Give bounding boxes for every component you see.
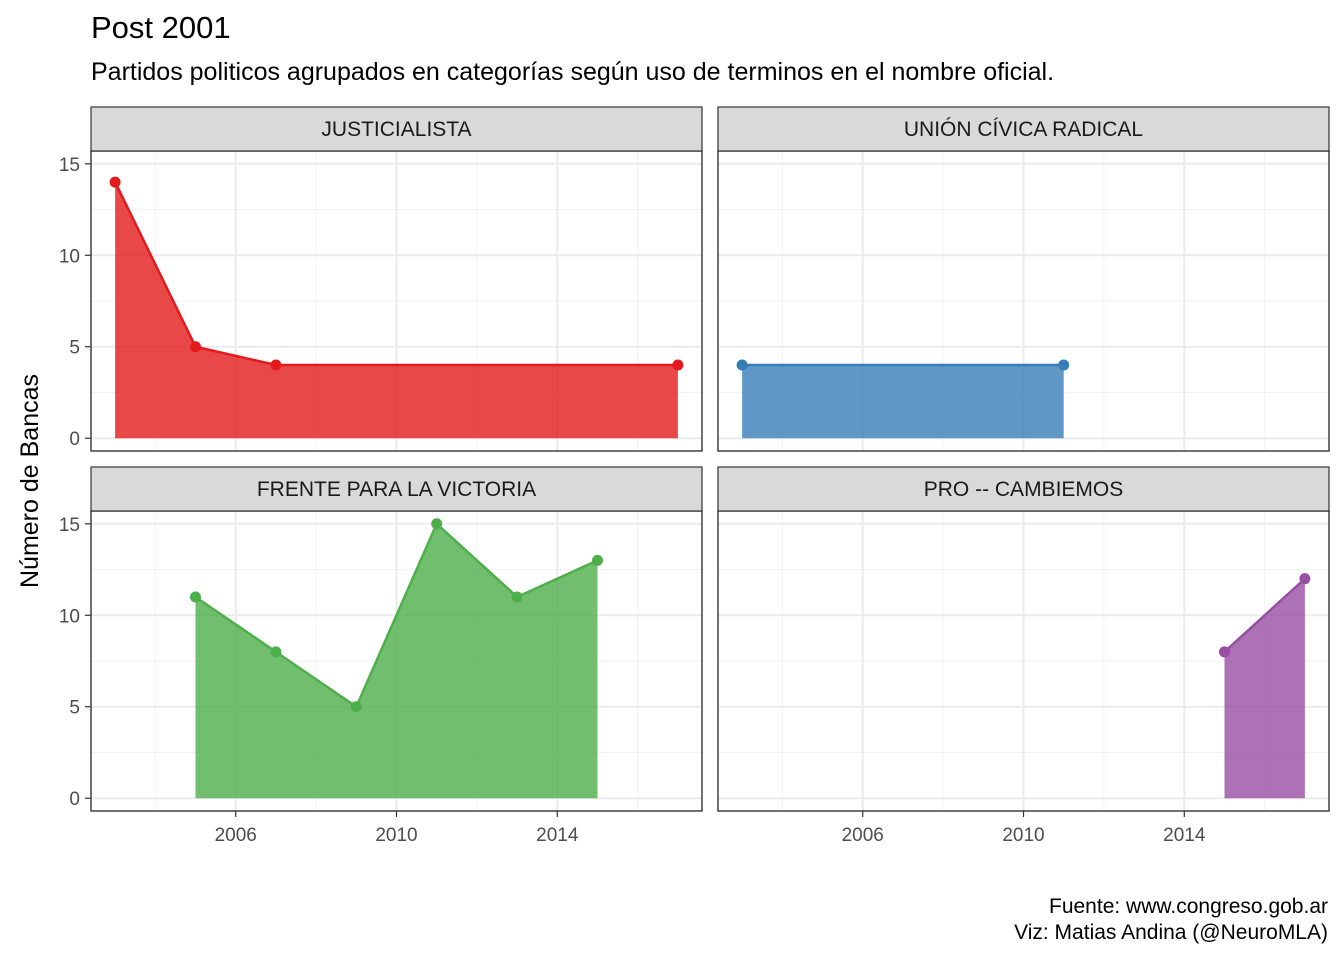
frente-para-la-victoria-x-tick-label: 2014 (536, 825, 579, 846)
pro-cambiemos-area (1224, 578, 1305, 799)
caption-credit: Viz: Matias Andina (@NeuroMLA) (1014, 921, 1328, 944)
frente-para-la-victoria-point-2015 (591, 554, 603, 566)
chart-caption: Fuente: www.congreso.gob.ar Viz: Matias … (1014, 894, 1328, 946)
justicialista-area (115, 182, 678, 439)
justicialista-point-2003 (109, 176, 121, 188)
frente-para-la-victoria-strip (90, 466, 703, 512)
chart-subtitle: Partidos politicos agrupados en categorí… (91, 58, 1055, 86)
justicialista-y-tick-label: 10 (59, 246, 80, 267)
frente-para-la-victoria-x-tick-label: 2006 (215, 825, 257, 846)
frente-para-la-victoria-point-2009 (350, 701, 362, 713)
justicialista-strip-label: JUSTICIALISTA (321, 118, 471, 141)
frente-para-la-victoria-point-2013 (511, 591, 523, 603)
pro-cambiemos-x-tick-label: 2014 (1163, 825, 1206, 846)
union-civica-radical-point-2003 (736, 359, 748, 371)
frente-para-la-victoria-point-2011 (431, 518, 443, 530)
union-civica-radical-area (742, 365, 1064, 439)
frente-para-la-victoria-y-tick-label: 0 (69, 789, 80, 810)
justicialista-y-tick-label: 0 (69, 429, 80, 450)
union-civica-radical-strip (717, 106, 1330, 152)
justicialista-line (113, 181, 678, 367)
union-civica-radical-point-2011 (1058, 359, 1070, 371)
justicialista-y-tick-label: 15 (59, 155, 80, 176)
data-layer (109, 176, 1311, 799)
justicialista-y-tick-label: 5 (69, 338, 80, 359)
pro-cambiemos-strip (717, 466, 1330, 512)
justicialista-point-2007 (270, 359, 282, 371)
pro-cambiemos-x-tick-label: 2010 (1002, 825, 1044, 846)
pro-cambiemos-x-tick-label: 2006 (842, 825, 884, 846)
caption-source: Fuente: www.congreso.gob.ar (1049, 895, 1328, 918)
frente-para-la-victoria-y-tick-label: 10 (59, 606, 80, 627)
justicialista-point-2005 (190, 341, 202, 353)
pro-cambiemos-point-2015 (1218, 646, 1230, 658)
frame-layer: JUSTICIALISTA 0 5 10 15 UNIÓN CÍVICA RADICAL F… (59, 106, 1330, 846)
frente-para-la-victoria-y-tick-label: 5 (69, 698, 80, 719)
pro-cambiemos-point-2017 (1299, 573, 1311, 585)
frente-para-la-victoria-x-tick-label: 2010 (375, 825, 417, 846)
chart-title: Post 2001 (91, 10, 231, 45)
frente-para-la-victoria-area (195, 523, 598, 799)
y-axis-title: Número de Bancas (16, 374, 44, 588)
frente-para-la-victoria-y-tick-label: 15 (59, 515, 80, 536)
pro-cambiemos-line (1223, 577, 1306, 653)
justicialista-point-2017 (672, 359, 684, 371)
frente-para-la-victoria-strip-label: FRENTE PARA LA VICTORIA (257, 478, 536, 501)
justicialista-strip (90, 106, 703, 152)
frente-para-la-victoria-point-2005 (190, 591, 202, 603)
frente-para-la-victoria-point-2007 (270, 646, 282, 658)
frente-para-la-victoria-line (194, 521, 599, 709)
union-civica-radical-strip-label: UNIÓN CÍVICA RADICAL (904, 118, 1143, 141)
pro-cambiemos-strip-label: PRO -- CAMBIEMOS (924, 478, 1124, 501)
